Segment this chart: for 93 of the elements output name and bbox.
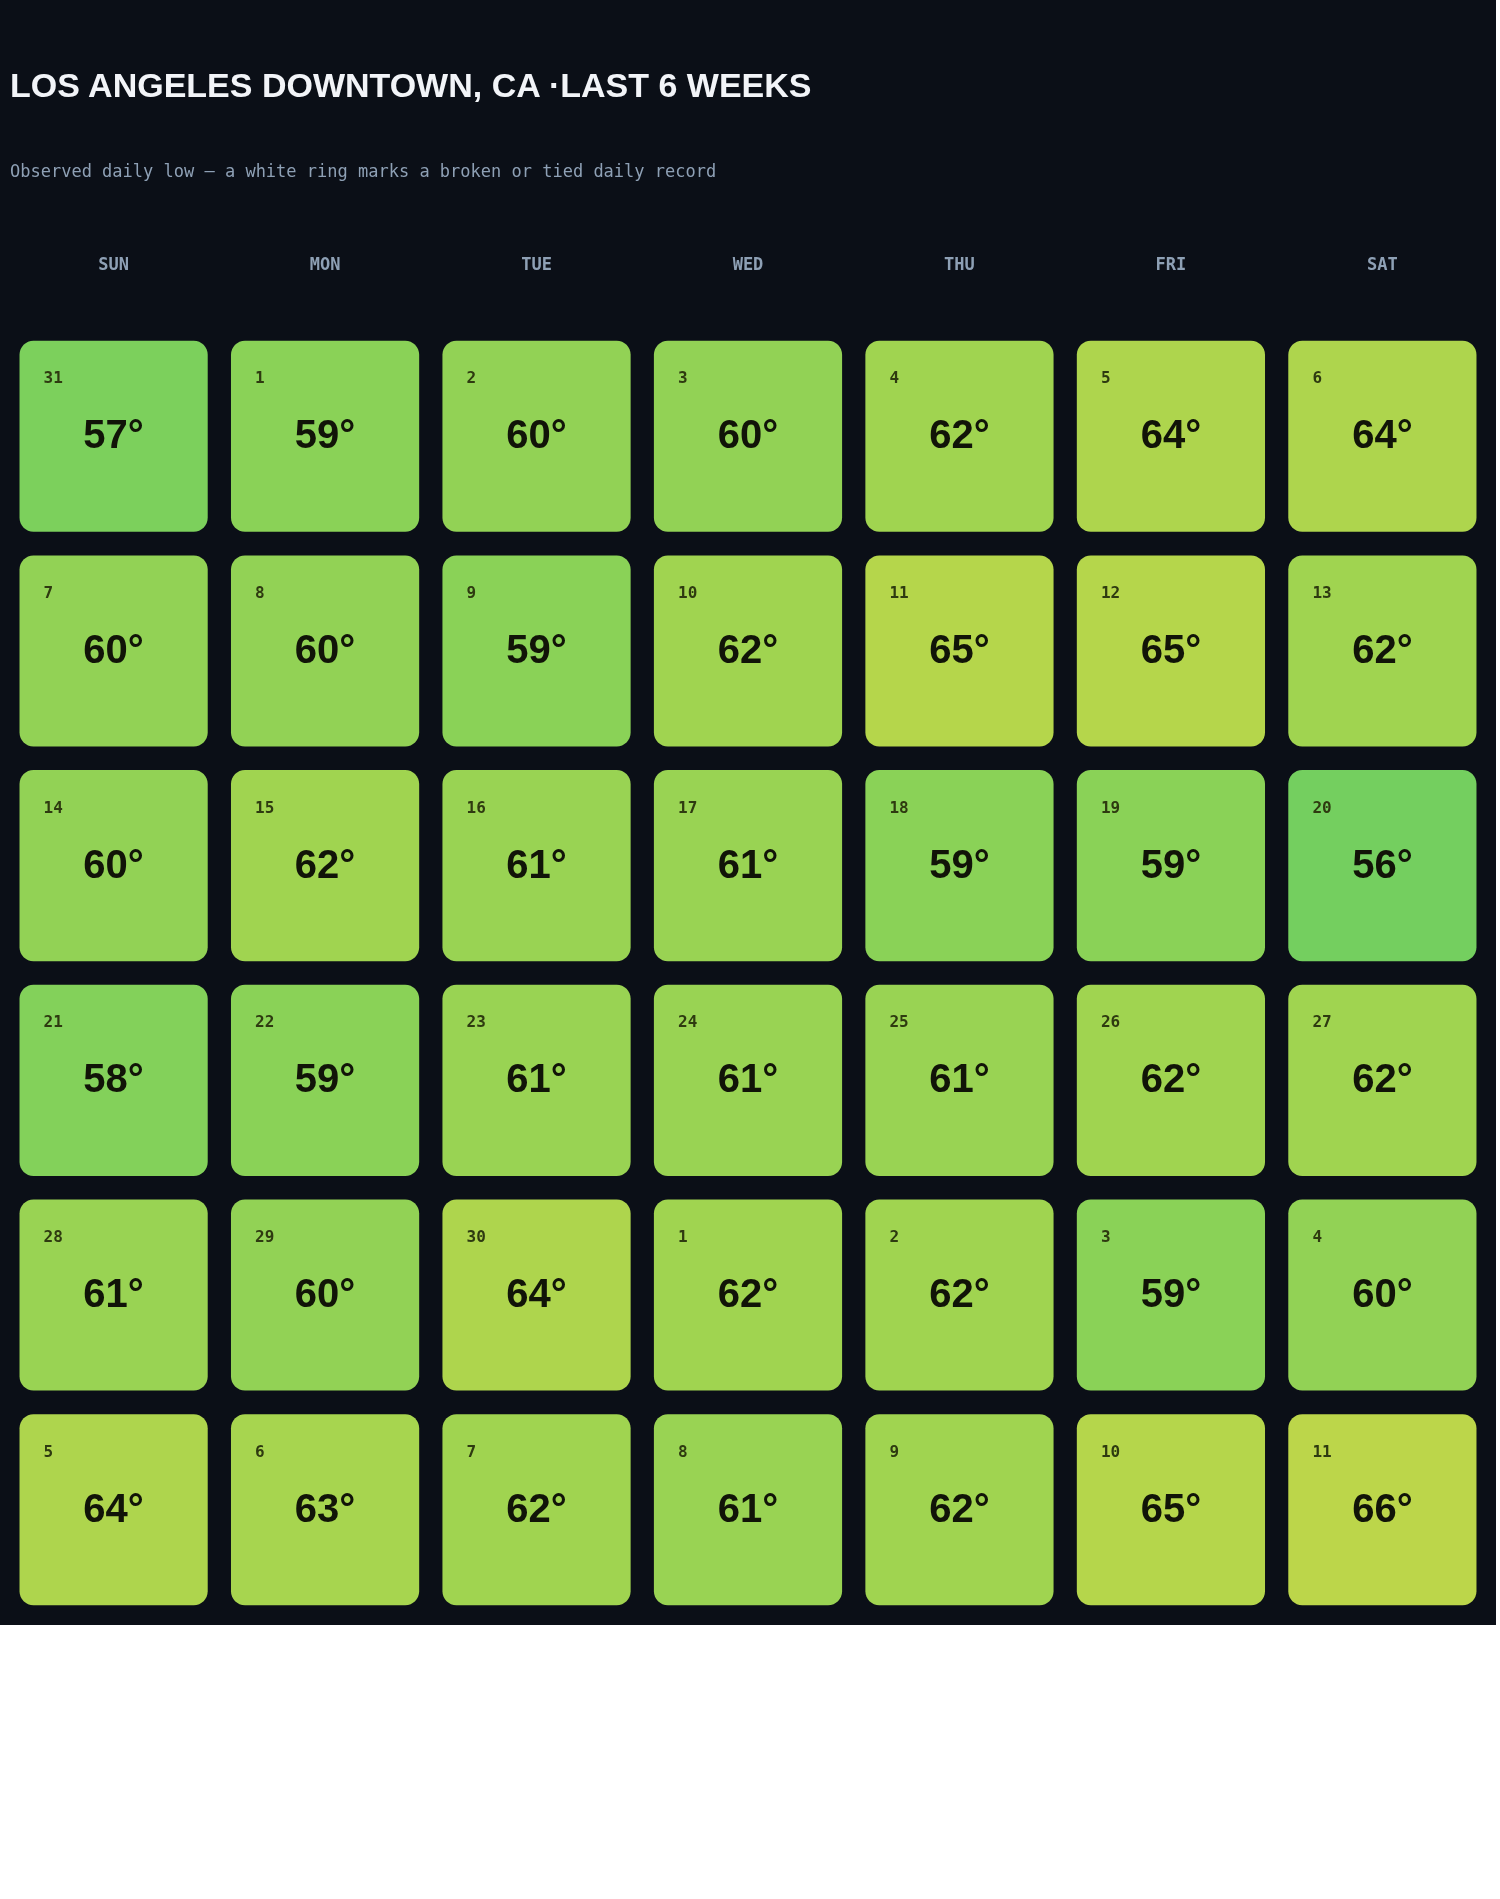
annotation: 25 bbox=[889, 1012, 909, 1032]
annotation: 5 bbox=[1100, 368, 1111, 388]
data-label: 65° bbox=[929, 626, 990, 671]
chart-title: LOS ANGELES DOWNTOWN, CA ·LAST 6 WEEKS bbox=[10, 66, 812, 104]
annotation: 6 bbox=[255, 1441, 265, 1461]
annotation: 14 bbox=[43, 797, 63, 817]
annotation: 8 bbox=[678, 1441, 688, 1461]
x-tick-label: WED bbox=[732, 253, 764, 274]
annotation: 28 bbox=[43, 1227, 63, 1247]
data-label: 60° bbox=[1352, 1271, 1413, 1316]
data-label: 61° bbox=[717, 1485, 779, 1530]
annotation: 13 bbox=[1312, 582, 1332, 602]
annotation: 5 bbox=[43, 1441, 54, 1461]
data-label: 61° bbox=[717, 841, 779, 886]
data-label: 62° bbox=[717, 1271, 779, 1316]
annotation: 30 bbox=[466, 1227, 486, 1247]
annotation: 16 bbox=[466, 797, 486, 817]
data-label: 62° bbox=[717, 626, 779, 671]
annotation: 11 bbox=[1312, 1441, 1332, 1461]
annotation: 22 bbox=[255, 1012, 275, 1032]
annotation: 7 bbox=[43, 582, 54, 602]
annotation: 4 bbox=[1312, 1227, 1323, 1247]
data-label: 63° bbox=[294, 1485, 356, 1530]
data-label: 65° bbox=[1140, 1485, 1202, 1530]
data-label: 62° bbox=[929, 1485, 990, 1530]
data-label: 59° bbox=[1140, 1271, 1202, 1316]
annotation: 8 bbox=[255, 582, 265, 602]
annotation: 18 bbox=[889, 797, 909, 817]
x-tick-label: THU bbox=[944, 253, 975, 274]
data-label: 62° bbox=[1352, 1056, 1413, 1101]
data-label: 64° bbox=[1140, 412, 1202, 457]
data-label: 62° bbox=[929, 412, 990, 457]
annotation: 24 bbox=[678, 1012, 698, 1032]
annotation: 10 bbox=[678, 582, 698, 602]
data-label: 64° bbox=[83, 1485, 144, 1530]
data-label: 62° bbox=[506, 1485, 567, 1530]
data-label: 62° bbox=[929, 1271, 990, 1316]
annotation: 29 bbox=[255, 1227, 275, 1247]
annotation: 2 bbox=[466, 368, 477, 388]
x-tick-label: SUN bbox=[98, 253, 129, 274]
data-label: 60° bbox=[83, 626, 144, 671]
annotation: 1 bbox=[678, 1227, 688, 1247]
data-label: 62° bbox=[1140, 1056, 1202, 1101]
annotation: 9 bbox=[466, 582, 477, 602]
annotation: 1 bbox=[255, 368, 265, 388]
annotation: 10 bbox=[1100, 1441, 1121, 1461]
x-tick-label: MON bbox=[309, 253, 341, 274]
data-label: 61° bbox=[83, 1271, 144, 1316]
annotation: 31 bbox=[43, 368, 63, 388]
data-label: 61° bbox=[717, 1056, 779, 1101]
data-label: 60° bbox=[294, 1271, 356, 1316]
annotation: 23 bbox=[466, 1012, 486, 1032]
annotation: 7 bbox=[466, 1441, 477, 1461]
annotation: 6 bbox=[1312, 368, 1323, 388]
data-label: 61° bbox=[506, 1056, 567, 1101]
annotation: 26 bbox=[1100, 1012, 1121, 1032]
data-label: 60° bbox=[717, 412, 779, 457]
annotation: 27 bbox=[1312, 1012, 1332, 1032]
data-label: 62° bbox=[1352, 626, 1413, 671]
annotation: 19 bbox=[1100, 797, 1121, 817]
data-label: 60° bbox=[294, 626, 356, 671]
data-label: 66° bbox=[1352, 1485, 1413, 1530]
annotation: 20 bbox=[1312, 797, 1332, 817]
annotation: 4 bbox=[889, 368, 900, 388]
annotation: 15 bbox=[255, 797, 275, 817]
data-label: 59° bbox=[929, 841, 990, 886]
x-tick-label: SAT bbox=[1367, 253, 1398, 274]
annotation: 11 bbox=[889, 582, 909, 602]
annotation: 21 bbox=[43, 1012, 63, 1032]
annotation: 9 bbox=[889, 1441, 900, 1461]
data-label: 64° bbox=[506, 1271, 567, 1316]
data-label: 62° bbox=[294, 841, 356, 886]
chart-subtitle: Observed daily low — a white ring marks a broken or tied daily record bbox=[10, 161, 717, 181]
annotation: 17 bbox=[678, 797, 698, 817]
data-label: 59° bbox=[1140, 841, 1202, 886]
data-label: 56° bbox=[1352, 841, 1413, 886]
data-label: 60° bbox=[506, 412, 567, 457]
data-label: 60° bbox=[83, 841, 144, 886]
data-label: 64° bbox=[1352, 412, 1413, 457]
annotation: 3 bbox=[1100, 1227, 1111, 1247]
x-tick-label: FRI bbox=[1155, 253, 1187, 274]
data-label: 61° bbox=[506, 841, 567, 886]
data-label: 61° bbox=[929, 1056, 990, 1101]
data-label: 57° bbox=[83, 412, 144, 457]
annotation: 3 bbox=[678, 368, 688, 388]
data-label: 59° bbox=[294, 412, 356, 457]
data-label: 58° bbox=[83, 1056, 144, 1101]
annotation: 2 bbox=[889, 1227, 900, 1247]
data-label: 59° bbox=[506, 626, 567, 671]
x-tick-label: TUE bbox=[521, 253, 552, 274]
data-label: 59° bbox=[294, 1056, 356, 1101]
annotation: 12 bbox=[1100, 582, 1121, 602]
data-label: 65° bbox=[1140, 626, 1202, 671]
